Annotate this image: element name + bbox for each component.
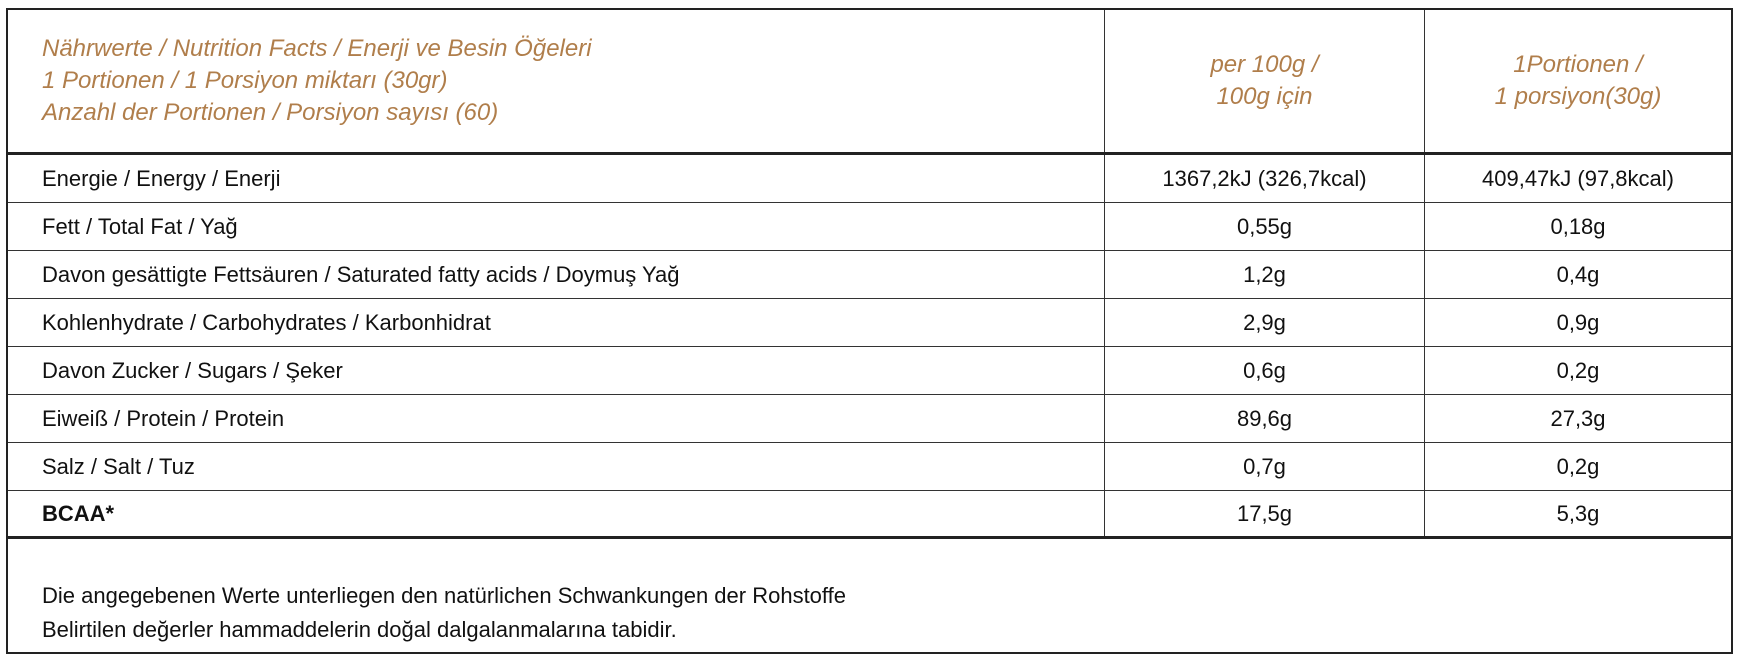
value-per-portion: 0,4g <box>1556 261 1600 287</box>
nutrient-label: Salz / Salt / Tuz <box>8 443 1105 490</box>
value-per-100g: 0,7g <box>1105 443 1425 490</box>
table-row: Davon Zucker / Sugars / Şeker 0,6g 0,2g <box>8 347 1731 395</box>
value-per-100g: 89,6g <box>1105 395 1425 442</box>
value-per-100g: 2,9g <box>1105 299 1425 346</box>
nutrient-label: Energie / Energy / Enerji <box>8 155 1105 202</box>
value-per-portion: 5,3g <box>1556 500 1600 526</box>
nutrient-label: Fett / Total Fat / Yağ <box>8 203 1105 250</box>
table-row: Fett / Total Fat / Yağ 0,55g 0,18g <box>8 203 1731 251</box>
footer-line: Belirtilen değerler hammaddelerin doğal … <box>42 617 677 642</box>
value-per-portion: 27,3g <box>1550 405 1606 431</box>
value-per-100g: 0,6g <box>1105 347 1425 394</box>
value-per-portion: 409,47kJ (97,8kcal) <box>1482 165 1674 191</box>
table-row: Salz / Salt / Tuz 0,7g 0,2g <box>8 443 1731 491</box>
table-row: Davon gesättigte Fettsäuren / Saturated … <box>8 251 1731 299</box>
nutrition-table: Nährwerte / Nutrition Facts / Enerji ve … <box>6 8 1733 654</box>
nutrient-label: Davon Zucker / Sugars / Şeker <box>8 347 1105 394</box>
header-title: Nährwerte / Nutrition Facts / Enerji ve … <box>8 10 1105 152</box>
table-header: Nährwerte / Nutrition Facts / Enerji ve … <box>8 10 1731 155</box>
value-per-100g: 1,2g <box>1105 251 1425 298</box>
value-per-100g: 17,5g <box>1105 491 1425 536</box>
nutrient-label: BCAA* <box>8 491 1105 536</box>
value-per-portion: 0,18g <box>1550 213 1606 239</box>
header-per100: per 100g / 100g için <box>1105 10 1425 152</box>
value-per-100g: 1367,2kJ (326,7kcal) <box>1105 155 1425 202</box>
table-row: BCAA* 17,5g 5,3g <box>8 491 1731 539</box>
nutrient-label: Eiweiß / Protein / Protein <box>8 395 1105 442</box>
table-row: Eiweiß / Protein / Protein 89,6g 27,3g <box>8 395 1731 443</box>
table-row: Kohlenhydrate / Carbohydrates / Karbonhi… <box>8 299 1731 347</box>
nutrient-label: Kohlenhydrate / Carbohydrates / Karbonhi… <box>8 299 1105 346</box>
footer-line: Die angegebenen Werte unterliegen den na… <box>42 583 846 608</box>
header-servings-count-line: Anzahl der Portionen / Porsiyon sayısı (… <box>42 99 499 126</box>
header-per100-line: per 100g / <box>1210 51 1319 78</box>
header-per100-line: 100g için <box>1216 83 1313 110</box>
header-portion: 1Portionen / 1 porsiyon(30g) <box>1425 10 1731 152</box>
nutrient-label: Davon gesättigte Fettsäuren / Saturated … <box>8 251 1105 298</box>
value-per-portion: 0,9g <box>1556 309 1600 335</box>
table-row: Energie / Energy / Enerji 1367,2kJ (326,7… <box>8 155 1731 203</box>
footer-note: Die angegebenen Werte unterliegen den na… <box>8 539 1731 647</box>
header-portion-line: 1 porsiyon(30g) <box>1494 83 1662 110</box>
header-title-line: Nährwerte / Nutrition Facts / Enerji ve … <box>42 35 592 62</box>
header-portion-line: 1Portionen / <box>1513 51 1643 78</box>
value-per-100g: 0,55g <box>1105 203 1425 250</box>
value-per-portion: 0,2g <box>1556 357 1600 383</box>
value-per-portion: 0,2g <box>1556 453 1600 479</box>
header-serving-line: 1 Portionen / 1 Porsiyon miktarı (30gr) <box>42 67 448 94</box>
